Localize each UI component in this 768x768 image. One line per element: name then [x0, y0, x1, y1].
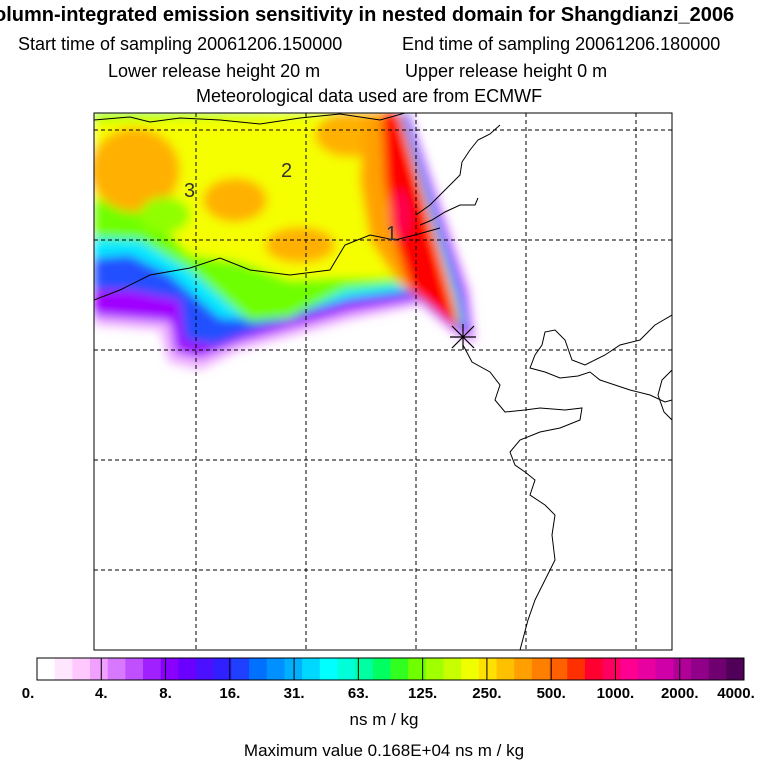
colorbar: [36, 657, 745, 681]
end-time-label: End time of sampling 20061206.180000: [402, 34, 721, 54]
colorbar-swatch: [213, 658, 232, 680]
colorbar-tick-label: 8.: [159, 685, 172, 702]
colorbar-tick-label: 31.: [283, 685, 305, 702]
colorbar-tick-label: 16.: [219, 685, 241, 702]
colorbar-swatch: [567, 658, 586, 680]
colorbar-swatch: [355, 658, 374, 680]
colorbar-tick-label: 500.: [536, 685, 566, 702]
coastline-korea-east: [657, 369, 672, 421]
plot-title: olumn-integrated emission sensitivity in…: [0, 4, 735, 26]
colorbar-swatch: [708, 658, 727, 680]
colorbar-swatch: [178, 658, 197, 680]
colorbar-swatch: [125, 658, 144, 680]
colorbar-tick-label: 0.: [21, 685, 35, 702]
colorbar-swatch: [337, 658, 356, 680]
contour-label-1: 1: [386, 223, 397, 245]
colorbar-swatch: [673, 658, 692, 680]
colorbar-frame: [36, 657, 745, 681]
sensitivity-field: 1 2 3: [94, 113, 672, 650]
colorbar-swatch: [143, 658, 162, 680]
start-time-label: Start time of sampling 20061206.150000: [18, 34, 343, 54]
colorbar-swatch: [72, 658, 91, 680]
coastline-bohai: [419, 197, 479, 226]
field-orange-south: [265, 227, 335, 263]
maximum-value-label: Maximum value 0.168E+04 ns m / kg: [243, 741, 525, 760]
lower-release-label: Lower release height 20 m: [108, 61, 321, 81]
colorbar-swatch: [531, 658, 551, 680]
colorbar-swatch: [496, 658, 515, 680]
colorbar-swatch: [514, 658, 533, 680]
colorbar-swatch: [408, 658, 427, 680]
colorbar-swatch: [231, 658, 250, 680]
field-orange-west: [94, 128, 180, 212]
colorbar-swatch: [372, 658, 391, 680]
colorbar-tick-label: 250.: [472, 685, 502, 702]
colorbar-tick-label: 2000.: [660, 685, 699, 702]
colorbar-swatch: [37, 658, 56, 680]
colorbar-swatch: [461, 658, 480, 680]
map-grid: [94, 113, 672, 650]
release-site-marker: [450, 324, 476, 350]
colorbar-swatch: [620, 658, 639, 680]
colorbar-swatch: [602, 658, 621, 680]
colorbar-swatch: [726, 658, 745, 680]
colorbar-swatch: [549, 658, 568, 680]
colorbar-unit: ns m / kg: [349, 710, 419, 729]
colorbar-swatch: [443, 658, 462, 680]
colorbar-swatch: [319, 658, 338, 680]
colorbar-swatch: [302, 658, 321, 680]
colorbar-swatch: [196, 658, 215, 680]
colorbar-swatch: [390, 658, 409, 680]
colorbar-swatch: [90, 658, 109, 680]
colorbar-tick-label: 4000.: [717, 685, 755, 702]
field-magenta-core: [390, 190, 410, 240]
colorbar-tick-label: 4.: [95, 685, 108, 702]
colorbar-swatch: [107, 658, 126, 680]
colorbar-swatch: [249, 658, 268, 680]
upper-release-label: Upper release height 0 m: [405, 61, 608, 81]
colorbar-swatch: [284, 658, 303, 680]
met-data-label: Meteorological data used are from ECMWF: [196, 86, 543, 106]
colorbar-swatch: [637, 658, 657, 680]
colorbar-swatch: [266, 658, 285, 680]
colorbar-tick-label: 1000.: [596, 685, 635, 702]
contour-label-2: 2: [281, 160, 292, 182]
field-orange-center: [203, 178, 267, 222]
contour-label-3: 3: [184, 180, 195, 202]
colorbar-tick-label: 63.: [347, 685, 369, 702]
colorbar-swatch: [478, 658, 498, 680]
colorbar-tick-label: 125.: [408, 685, 438, 702]
coastline-shandong: [462, 344, 583, 650]
coastline-korea: [529, 314, 672, 403]
colorbar-swatch: [54, 658, 73, 680]
coastline-north: [415, 124, 501, 216]
colorbar-swatch: [584, 658, 604, 680]
contour-labels: 1 2 3: [184, 160, 397, 245]
colorbar-swatch: [160, 658, 179, 680]
colorbar-swatch: [690, 658, 710, 680]
coastlines: [94, 113, 672, 650]
northern-border: [94, 113, 406, 125]
inner-boundary: [94, 227, 441, 301]
field-red-plume: [382, 113, 460, 330]
field-green-patch: [140, 197, 190, 233]
colorbar-swatch: [655, 658, 674, 680]
colorbar-swatch: [425, 658, 445, 680]
map-frame: [93, 112, 673, 651]
